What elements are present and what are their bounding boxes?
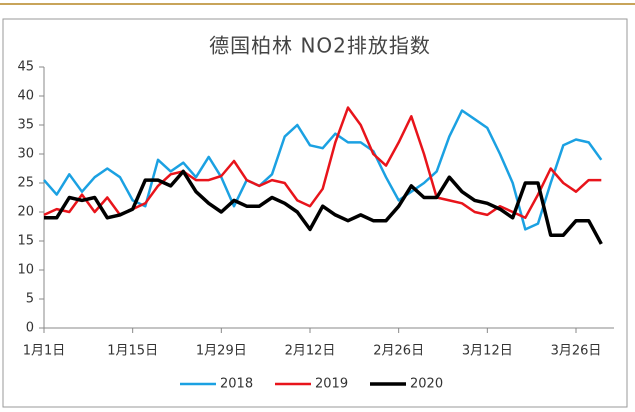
y-tick-label: 20 xyxy=(17,205,34,220)
y-tick-label: 10 xyxy=(17,263,34,278)
line-series xyxy=(43,106,602,220)
y-tick-label: 30 xyxy=(17,147,34,162)
y-tick-label: 45 xyxy=(17,60,34,75)
x-tick-label: 1月15日 xyxy=(107,344,158,359)
y-tick-label: 35 xyxy=(17,118,34,133)
legend-label: 2018 xyxy=(220,377,253,392)
y-tick-label: 5 xyxy=(26,292,34,307)
y-tick-label: 25 xyxy=(17,176,34,191)
x-tick-label: 2月26日 xyxy=(373,344,424,359)
x-tick-label: 3月12日 xyxy=(462,344,513,359)
x-tick-label: 3月26日 xyxy=(551,344,602,359)
chart-title: 德国柏林 NO2排放指数 xyxy=(209,34,431,58)
x-tick-label: 2月12日 xyxy=(285,344,336,359)
y-tick-label: 40 xyxy=(17,89,34,104)
x-tick-label: 1月29日 xyxy=(196,344,247,359)
x-tick-label: 1月1日 xyxy=(23,344,66,359)
legend-label: 2020 xyxy=(410,377,443,392)
frame xyxy=(2,18,628,408)
line-series xyxy=(44,169,603,245)
y-tick-label: 0 xyxy=(26,321,34,336)
y-tick-label: 15 xyxy=(17,234,34,249)
legend-label: 2019 xyxy=(315,377,348,392)
